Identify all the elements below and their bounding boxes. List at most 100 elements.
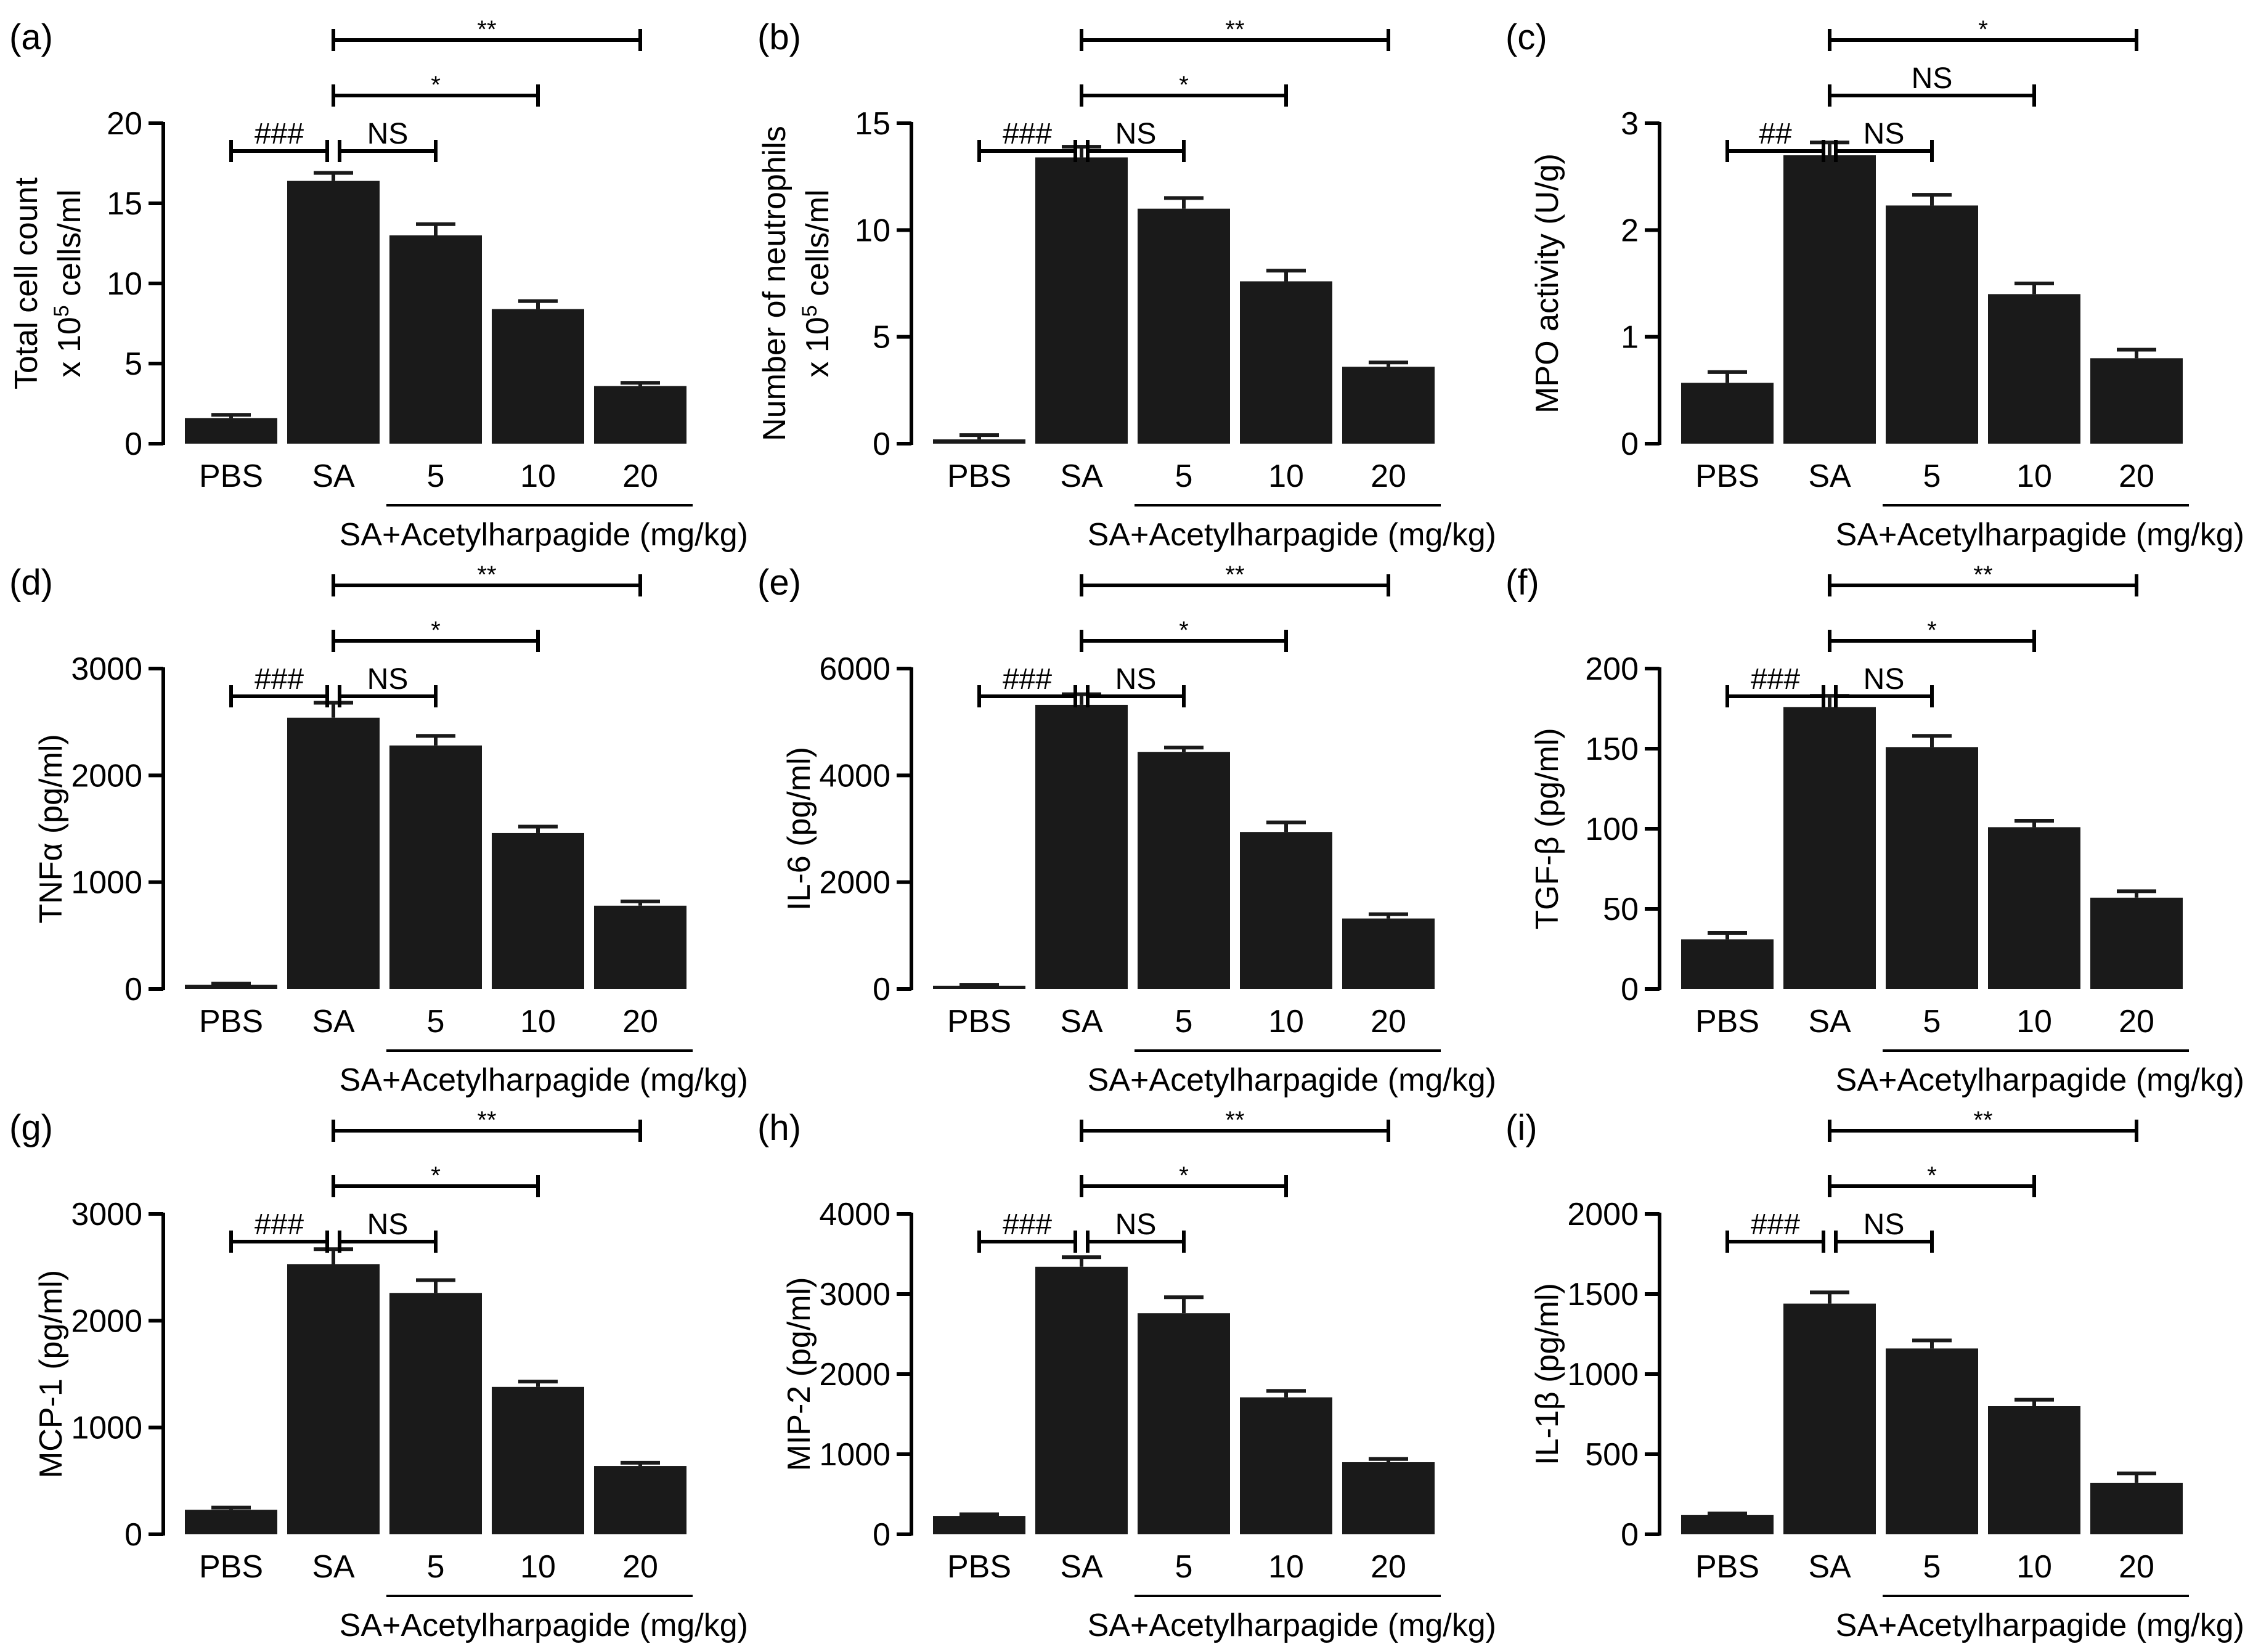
y-tick-label: 150 [1585, 731, 1639, 767]
bar [287, 1264, 380, 1534]
bar [1886, 747, 1978, 989]
chart-panel: (c) 0 1 2 3 MPO activity (U/g) PBS SA 5 10 20 SA+Ac… [1505, 16, 2244, 553]
bar [389, 745, 482, 989]
bar [389, 1293, 482, 1534]
significance-label: * [1927, 1162, 1937, 1189]
panel-label: (c) [1505, 17, 1547, 57]
x-tick-label: PBS [947, 458, 1011, 494]
y-axis-label-unit: x 105 cells/ml [50, 189, 88, 377]
y-axis-label: Number of neutrophils [757, 126, 792, 441]
x-tick-label: PBS [199, 1549, 263, 1585]
bar [1342, 367, 1435, 444]
significance-label: NS [367, 118, 409, 150]
panel-label: (e) [757, 563, 801, 603]
x-tick-label: 5 [1923, 458, 1941, 494]
y-tick-label: 0 [1621, 426, 1639, 462]
y-tick-label: 2000 [1567, 1197, 1639, 1232]
y-tick-label: 200 [1585, 651, 1639, 687]
significance-label: ** [477, 561, 496, 588]
y-tick-label: 10 [107, 266, 142, 302]
bar [1240, 281, 1332, 444]
x-tick-label: SA [312, 1004, 355, 1040]
x-group-label: SA+Acetylharpagide (mg/kg) [1836, 517, 2244, 553]
y-tick-label: 500 [1585, 1437, 1639, 1473]
x-tick-label: 10 [2016, 1549, 2052, 1585]
significance-label: ** [1973, 561, 1992, 588]
significance-label: ** [1225, 561, 1244, 588]
x-tick-label: 5 [1923, 1549, 1941, 1585]
x-tick-label: SA [312, 458, 355, 494]
x-tick-label: 20 [2119, 1549, 2154, 1585]
x-group-label: SA+Acetylharpagide (mg/kg) [1836, 1062, 2244, 1098]
y-axis-label: MCP-1 (pg/ml) [33, 1270, 69, 1478]
x-tick-label: 10 [2016, 458, 2052, 494]
bar [1342, 918, 1435, 989]
x-tick-label: PBS [947, 1549, 1011, 1585]
significance-label: NS [1912, 62, 1953, 95]
y-axis-label: MIP-2 (pg/ml) [781, 1277, 817, 1471]
bar [1988, 827, 2080, 989]
significance-label: ### [255, 118, 304, 150]
bar [933, 1516, 1025, 1534]
chart-panel: (d) 0 1000 2000 3000 TNFα (pg/ml) PBS SA 5 10 20 SA… [9, 561, 748, 1098]
x-tick-label: SA [1060, 1549, 1103, 1585]
y-axis-label: Total cell count [9, 177, 44, 389]
bar [1035, 1266, 1128, 1534]
y-tick-label: 10 [855, 213, 890, 248]
x-tick-label: SA [1060, 1004, 1103, 1040]
chart-panel: (h) 0 1000 2000 3000 4000 MIP-2 (pg/ml) PBS SA 5 1… [757, 1107, 1496, 1643]
y-tick-label: 3 [1621, 106, 1639, 142]
significance-label: NS [367, 663, 409, 696]
significance-label: ### [255, 1208, 304, 1241]
x-group-label: SA+Acetylharpagide (mg/kg) [340, 1062, 748, 1098]
x-tick-label: 10 [520, 1549, 556, 1585]
bar [1988, 1406, 2080, 1534]
x-tick-label: PBS [1695, 1549, 1759, 1585]
y-tick-label: 5 [873, 320, 890, 356]
x-tick-label: 5 [1175, 458, 1193, 494]
significance-label: ### [1751, 663, 1800, 696]
y-tick-label: 0 [873, 972, 890, 1007]
bar [933, 985, 1025, 989]
x-tick-label: 10 [2016, 1004, 2052, 1040]
bar [1783, 155, 1876, 444]
x-tick-label: 20 [622, 1004, 658, 1040]
x-tick-label: PBS [199, 458, 263, 494]
x-tick-label: PBS [1695, 1004, 1759, 1040]
y-tick-label: 6000 [819, 651, 890, 687]
significance-label: ## [1759, 118, 1792, 150]
significance-label: ** [477, 16, 496, 43]
bar [1886, 205, 1978, 444]
y-tick-label: 100 [1585, 812, 1639, 847]
bar [1681, 1515, 1774, 1534]
y-axis-label: TGF-β (pg/ml) [1530, 728, 1565, 929]
y-tick-label: 1000 [1567, 1357, 1639, 1393]
bar [185, 418, 277, 444]
y-tick-label: 1000 [71, 1410, 142, 1446]
y-tick-label: 0 [124, 1517, 142, 1553]
x-tick-label: 10 [1268, 1004, 1304, 1040]
significance-label: ** [1225, 16, 1244, 43]
x-tick-label: 20 [622, 458, 658, 494]
y-tick-label: 2000 [71, 1303, 142, 1339]
significance-label: NS [1864, 118, 1905, 150]
y-tick-label: 1000 [819, 1437, 890, 1473]
panel-label: (h) [757, 1108, 801, 1148]
chart-panel: (e) 0 2000 4000 6000 IL-6 (pg/ml) PBS SA 5 10 20 SA… [757, 561, 1496, 1098]
significance-label: NS [1115, 1208, 1157, 1241]
x-tick-label: SA [1808, 1549, 1851, 1585]
bar [1240, 1397, 1332, 1534]
significance-label: * [431, 617, 441, 644]
y-tick-label: 0 [1621, 1517, 1639, 1553]
x-tick-label: PBS [947, 1004, 1011, 1040]
x-tick-label: SA [1808, 1004, 1851, 1040]
y-axis-label: MPO activity (U/g) [1530, 153, 1565, 413]
bar [933, 439, 1025, 444]
x-tick-label: SA [1808, 458, 1851, 494]
bar [594, 386, 686, 444]
chart-panel: (g) 0 1000 2000 3000 MCP-1 (pg/ml) PBS SA 5 10 20 S… [9, 1107, 748, 1643]
y-tick-label: 3000 [819, 1277, 890, 1312]
bar [389, 235, 482, 444]
bar [1342, 1462, 1435, 1534]
